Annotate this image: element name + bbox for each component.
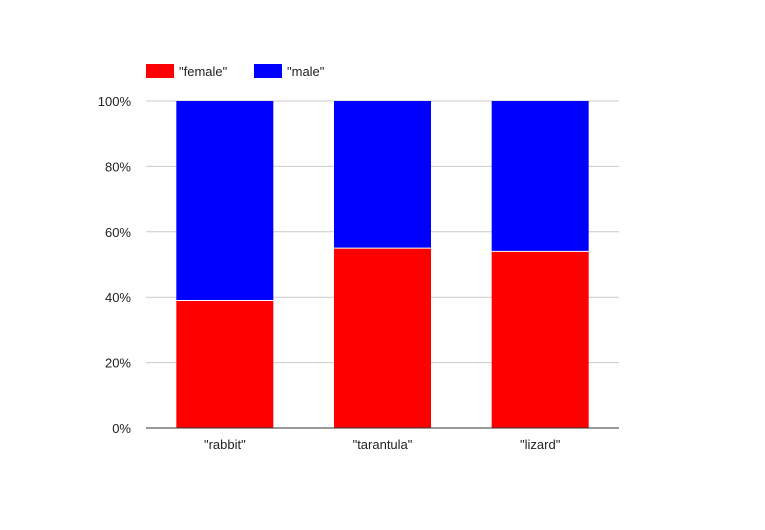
legend: "female" "male" [146, 64, 325, 79]
x-category-label: "rabbit" [204, 437, 246, 452]
legend-label: "female" [179, 64, 228, 79]
bar-segment [491, 101, 589, 252]
y-tick-label: 20% [105, 356, 131, 371]
y-tick-label: 40% [105, 290, 131, 305]
y-tick-label: 100% [98, 94, 132, 109]
legend-swatch [254, 64, 282, 78]
bar-segment [176, 300, 274, 428]
y-tick-label: 60% [105, 225, 131, 240]
bar-segment [491, 251, 589, 428]
y-axis-ticks: 0% 20% 40% 60% 80% 100% [98, 94, 132, 436]
bars [176, 101, 589, 428]
bar-segment [334, 101, 431, 249]
legend-swatch [146, 64, 174, 78]
x-category-label: "lizard" [520, 437, 561, 452]
x-axis-labels: "rabbit" "tarantula" "lizard" [204, 437, 561, 452]
bar-segment [176, 101, 274, 301]
y-tick-label: 80% [105, 159, 131, 174]
x-category-label: "tarantula" [353, 437, 413, 452]
y-tick-label: 0% [112, 421, 131, 436]
bar-segment [334, 248, 431, 428]
legend-label: "male" [287, 64, 325, 79]
